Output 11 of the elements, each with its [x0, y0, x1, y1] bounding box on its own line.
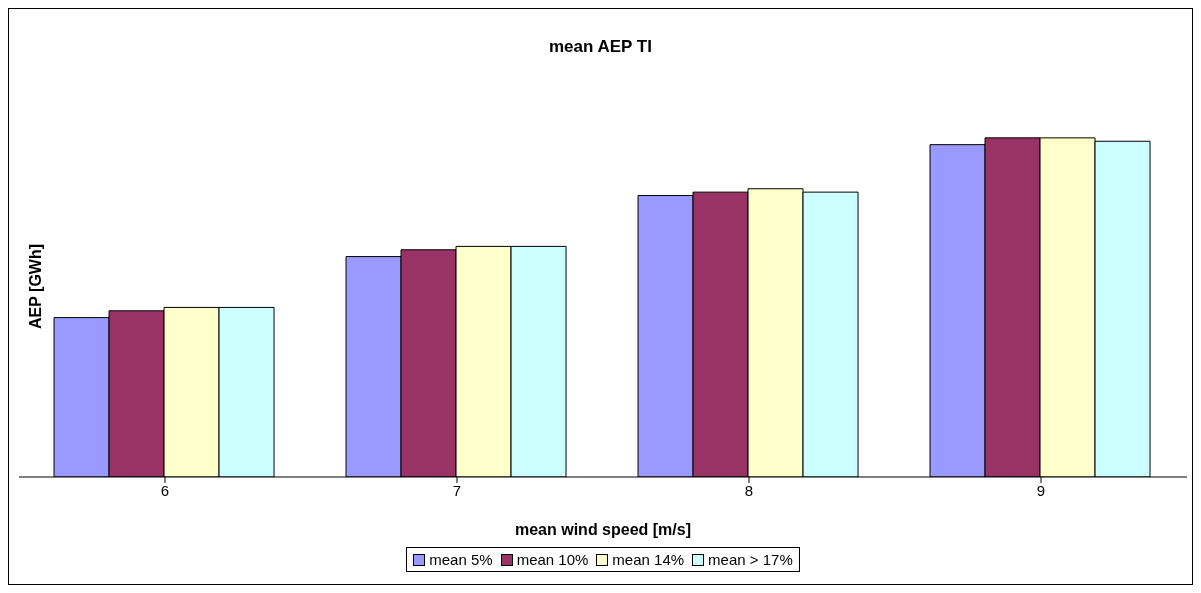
x-tick-label: 7	[452, 481, 462, 499]
chart-title: mean AEP TI	[548, 37, 653, 58]
legend-label: mean 10%	[515, 551, 589, 568]
legend-label: mean 14%	[611, 551, 685, 568]
x-axis-title: mean wind speed [m/s]	[514, 521, 692, 538]
x-tick-label: 8	[744, 481, 754, 499]
x-tick-label: 9	[1036, 481, 1046, 499]
legend-label: mean 5%	[428, 551, 493, 568]
y-axis-title: AEP [GWh]	[27, 243, 45, 329]
x-tick-label: 6	[160, 481, 170, 499]
legend-label: mean > 17%	[707, 551, 793, 568]
